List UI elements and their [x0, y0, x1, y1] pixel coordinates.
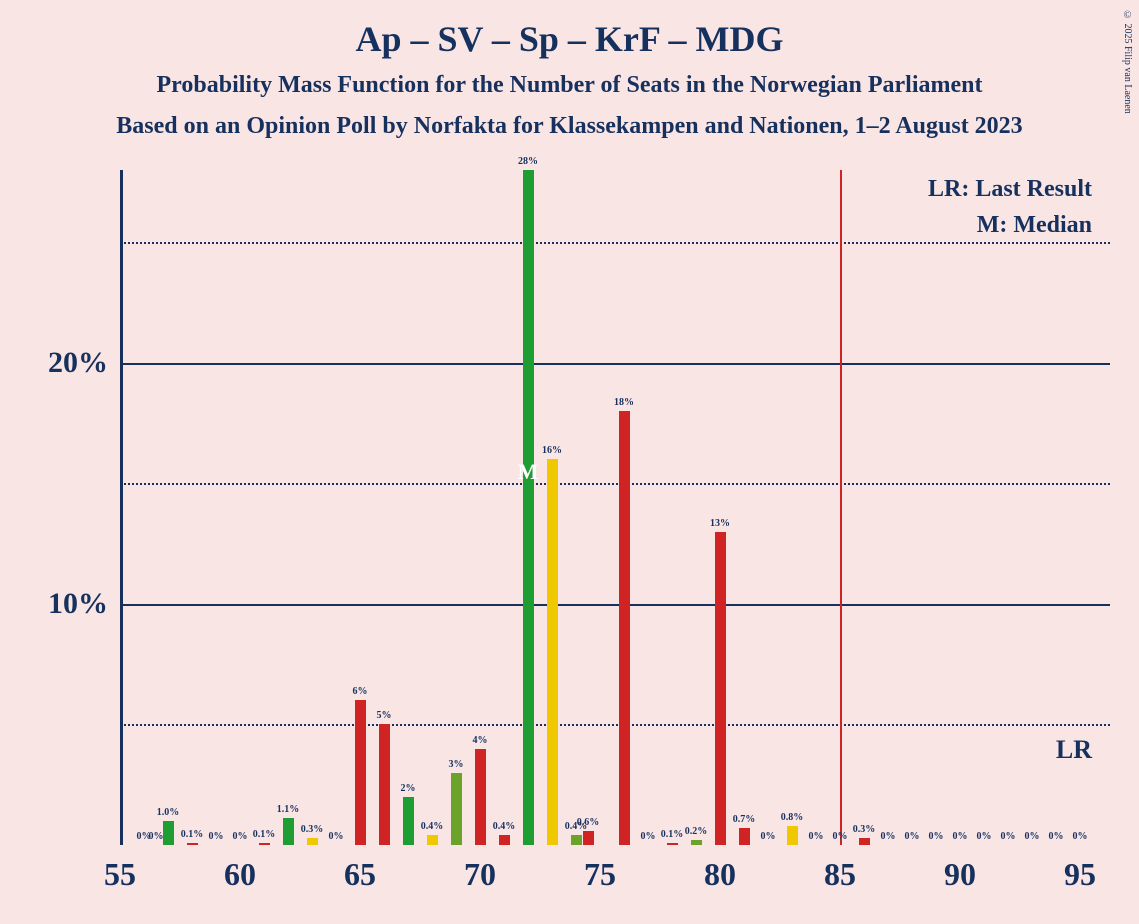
bar-label: 0.3% — [853, 824, 876, 835]
bar-label: 0% — [233, 831, 248, 842]
bar — [691, 840, 702, 845]
x-tick-label: 55 — [104, 856, 136, 893]
median-label: M — [518, 459, 539, 485]
bar-label: 0% — [1025, 831, 1040, 842]
bar — [187, 843, 198, 845]
bar — [259, 843, 270, 845]
bar-label: 2% — [401, 783, 416, 794]
chart-area: LR: Last Result M: Median 10%20%55606570… — [120, 170, 1110, 845]
bar-label: 0% — [809, 831, 824, 842]
bar-label: 0.1% — [661, 829, 684, 840]
bar-label: 3% — [449, 759, 464, 770]
bar-label: 0% — [1073, 831, 1088, 842]
y-tick-label: 20% — [48, 346, 108, 380]
bar-label: 0% — [953, 831, 968, 842]
bar-label: 0% — [833, 831, 848, 842]
y-axis — [120, 170, 123, 845]
lr-line — [840, 170, 842, 845]
copyright-text: © 2025 Filip van Laenen — [1122, 10, 1133, 114]
chart-title: Ap – SV – Sp – KrF – MDG — [0, 0, 1139, 60]
bar-label: 0.8% — [781, 812, 804, 823]
bar-label: 28% — [518, 156, 538, 167]
bar — [283, 818, 294, 845]
gridline — [120, 724, 1110, 726]
bar-label: 0% — [977, 831, 992, 842]
bar-label: 1.0% — [157, 807, 180, 818]
bar-label: 0% — [1049, 831, 1064, 842]
bar — [571, 835, 582, 845]
legend-m: M: Median — [977, 212, 1092, 239]
bar — [307, 838, 318, 845]
bar — [451, 773, 462, 845]
bar-label: 0% — [149, 831, 164, 842]
bar — [523, 170, 534, 845]
x-tick-label: 95 — [1064, 856, 1096, 893]
chart-subtitle2: Based on an Opinion Poll by Norfakta for… — [0, 99, 1139, 140]
bar-label: 0.1% — [181, 829, 204, 840]
bar — [619, 411, 630, 845]
bar — [547, 459, 558, 845]
bar-label: 6% — [353, 686, 368, 697]
bar-label: 0.3% — [301, 824, 324, 835]
bar-label: 0% — [929, 831, 944, 842]
bar-label: 0% — [905, 831, 920, 842]
bar-label: 0% — [641, 831, 656, 842]
bar-label: 0% — [881, 831, 896, 842]
bar — [163, 821, 174, 845]
bar-label: 5% — [377, 710, 392, 721]
bar-label: 16% — [542, 445, 562, 456]
bar — [499, 835, 510, 845]
bar — [859, 838, 870, 845]
bar-label: 0% — [761, 831, 776, 842]
bar-label: 0% — [209, 831, 224, 842]
x-tick-label: 60 — [224, 856, 256, 893]
bar-label: 0.4% — [493, 821, 516, 832]
bar-label: 4% — [473, 735, 488, 746]
bar-label: 0% — [1001, 831, 1016, 842]
bar — [739, 828, 750, 845]
x-tick-label: 65 — [344, 856, 376, 893]
bar — [355, 700, 366, 845]
bar-label: 0% — [329, 831, 344, 842]
bar — [715, 532, 726, 845]
x-tick-label: 75 — [584, 856, 616, 893]
bar-label: 0.1% — [253, 829, 276, 840]
x-tick-label: 85 — [824, 856, 856, 893]
bar — [403, 797, 414, 845]
lr-label: LR — [1056, 735, 1092, 765]
bar — [427, 835, 438, 845]
gridline — [120, 242, 1110, 244]
gridline — [120, 604, 1110, 606]
bar — [583, 831, 594, 845]
x-tick-label: 70 — [464, 856, 496, 893]
gridline — [120, 363, 1110, 365]
y-tick-label: 10% — [48, 587, 108, 621]
gridline — [120, 483, 1110, 485]
bar-label: 0.7% — [733, 814, 756, 825]
bar-label: 0.6% — [577, 817, 600, 828]
bar-label: 0.4% — [421, 821, 444, 832]
bar — [667, 843, 678, 845]
x-tick-label: 80 — [704, 856, 736, 893]
legend-lr: LR: Last Result — [928, 176, 1092, 203]
bar-label: 1.1% — [277, 804, 300, 815]
chart-subtitle: Probability Mass Function for the Number… — [0, 60, 1139, 99]
bar — [787, 826, 798, 845]
x-tick-label: 90 — [944, 856, 976, 893]
bar — [475, 749, 486, 845]
bar-label: 18% — [614, 397, 634, 408]
bar — [379, 724, 390, 845]
bar-label: 0.2% — [685, 826, 708, 837]
bar-label: 13% — [710, 518, 730, 529]
